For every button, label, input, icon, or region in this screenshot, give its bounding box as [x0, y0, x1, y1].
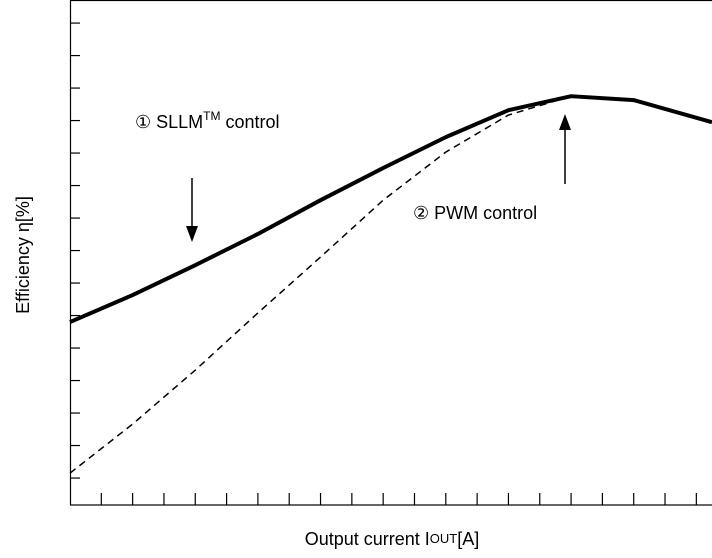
- arrow-head: [559, 114, 571, 130]
- annotation-superscript: TM: [203, 109, 220, 123]
- annotation: ① SLLMTM control: [135, 109, 280, 132]
- x-axis-label: Output current IOUT[A]: [305, 529, 480, 549]
- arrow-head: [186, 226, 198, 242]
- x-label-subscript: OUT: [430, 531, 458, 546]
- x-label-unit: [A]: [457, 529, 479, 549]
- plot-frame: [69, 0, 712, 506]
- annotation-text: ① SLLM: [135, 112, 203, 132]
- annotation: ② PWM control: [413, 203, 537, 223]
- y-axis-label: Efficiency η[%]: [13, 196, 33, 314]
- line: [69, 94, 712, 324]
- line: [69, 95, 712, 474]
- x-label-main: Output current I: [305, 529, 430, 549]
- annotation-text: control: [221, 112, 280, 132]
